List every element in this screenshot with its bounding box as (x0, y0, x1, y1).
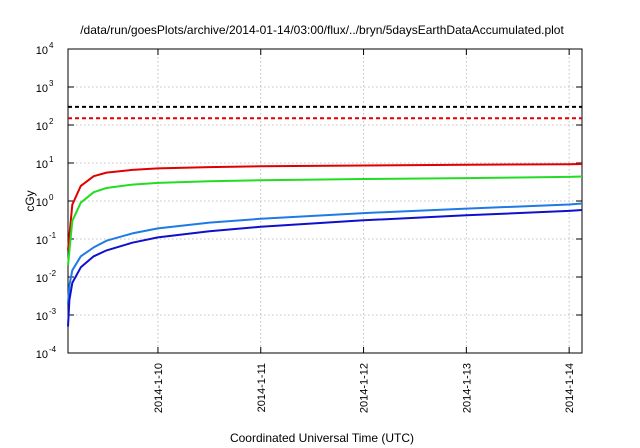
y-tick-exponent: -2 (49, 269, 57, 278)
series-lines (67, 163, 583, 327)
chart-title: /data/run/goesPlots/archive/2014-01-14/0… (80, 23, 564, 37)
y-tick-label: 10 (36, 273, 48, 285)
y-tick-exponent: -1 (49, 231, 57, 240)
threshold-lines (68, 105, 582, 120)
y-tick-exponent: 4 (49, 41, 54, 50)
x-tick-label: 2014-1-14 (564, 363, 576, 413)
y-axis-label: cGy (23, 190, 37, 211)
y-tick-label: 10 (36, 235, 48, 247)
y-tick-exponent: 3 (49, 79, 54, 88)
x-tick-label: 2014-1-11 (256, 363, 268, 412)
series-line (67, 202, 583, 304)
y-tick-exponent: 0 (49, 193, 54, 202)
y-tick-label: 10 (36, 121, 48, 133)
x-tick-label: 2014-1-13 (461, 363, 473, 413)
y-tick-label: 10 (36, 311, 48, 323)
y-tick-label: 10 (36, 349, 48, 361)
y-tick-label: 10 (36, 159, 48, 171)
x-axis-label: Coordinated Universal Time (UTC) (230, 431, 414, 445)
series-line (67, 209, 583, 327)
y-tick-exponent: 1 (49, 155, 54, 164)
gridlines (68, 49, 582, 353)
x-axis-ticks: 2014-1-10 2014-1-11 2014-1-12 2014-1-13 2014… (153, 49, 576, 413)
y-tick-exponent: 2 (49, 117, 54, 126)
series-line (67, 163, 583, 251)
x-tick-label: 2014-1-12 (359, 363, 371, 413)
y-tick-label: 10 (36, 83, 48, 95)
series-line (67, 175, 583, 266)
y-tick-exponent: -3 (49, 307, 57, 316)
y-tick-exponent: -4 (49, 345, 57, 354)
y-tick-label: 10 (36, 45, 48, 57)
x-tick-label: 2014-1-10 (153, 363, 165, 413)
y-tick-label: 10 (36, 197, 48, 209)
